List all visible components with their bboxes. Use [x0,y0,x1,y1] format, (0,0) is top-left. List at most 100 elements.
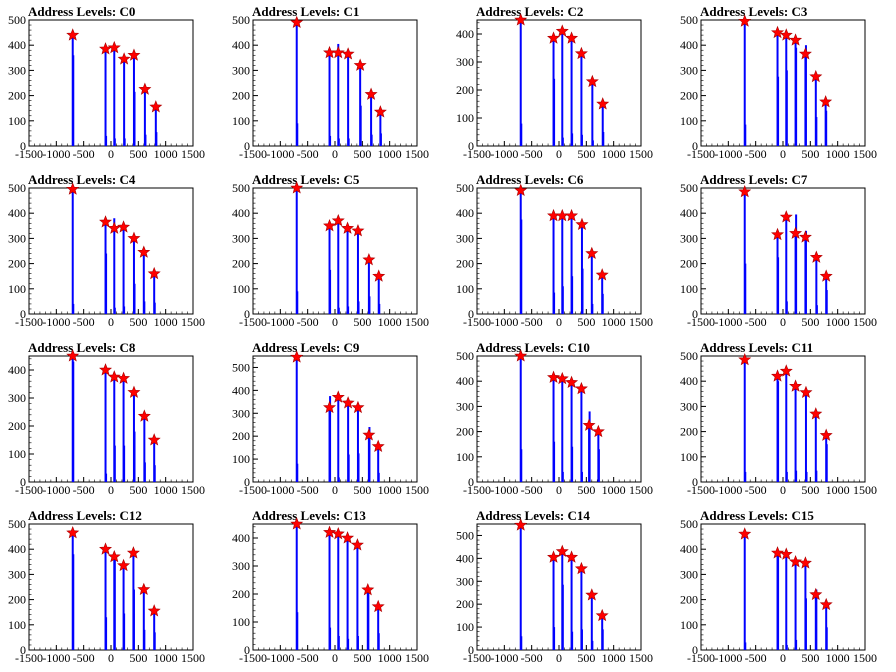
x-tick-label: -1000 [490,147,518,161]
x-tick-label: 0 [780,315,786,329]
x-tick-label: -500 [73,315,95,329]
histogram-bar [804,598,807,650]
chart-panel-3: Address Levels: C30100200300400500-1500-… [680,4,877,161]
histogram-bar [368,296,371,314]
x-tick-label: -1000 [266,651,294,665]
y-tick-label: 500 [8,181,26,195]
histogram-bar [815,589,818,650]
peak-marker [771,25,785,39]
histogram-bar [744,471,747,482]
x-tick-label: 1000 [378,483,402,497]
peak-marker [149,100,163,113]
y-tick-label: 400 [8,206,26,220]
peak-marker [137,582,151,596]
peak-marker [779,364,793,377]
x-tick-label: -1000 [42,315,70,329]
peak-marker [341,531,355,544]
histogram-bar [805,471,808,482]
histogram-bar [561,137,564,146]
histogram-bar [142,254,145,314]
peak-marker [362,252,376,266]
histogram-bar [591,83,594,146]
histogram-bar [520,636,523,650]
x-tick-label: 1000 [826,483,850,497]
histogram-bar [825,627,828,650]
x-tick-label: -1500 [239,147,267,161]
histogram-bar [794,563,797,650]
histogram-bar [777,381,780,482]
peak-marker [798,556,812,569]
x-tick-label: -1000 [266,147,294,161]
x-tick-label: -1500 [239,483,267,497]
y-tick-label: 0 [244,475,250,489]
x-tick-label: -1500 [15,315,43,329]
histogram-bar [580,471,583,482]
peak-marker [117,52,131,65]
x-tick-label: 0 [332,147,338,161]
x-tick-label: 1500 [629,315,653,329]
histogram-bar [570,216,573,314]
histogram-bar [377,277,380,314]
histogram-bar [553,292,556,314]
histogram-bar [552,216,555,314]
histogram-bar [154,108,157,146]
histogram-bar [370,95,373,146]
x-tick-label: -500 [745,315,767,329]
y-tick-label: 0 [692,139,698,153]
peak-marker [66,28,80,41]
histogram-bar [104,371,107,482]
peak-marker [565,31,579,44]
histogram-bar [602,132,605,146]
chart-title: Address Levels: C1 [252,4,359,19]
histogram-bar [143,629,146,650]
peak-marker [117,558,131,572]
x-tick-label: 0 [108,483,114,497]
y-tick-label: 500 [680,13,698,27]
peak-marker [341,396,355,409]
y-tick-label: 400 [8,542,26,556]
x-tick-label: 1000 [154,147,178,161]
histogram-bar [337,138,340,146]
histogram-bar [142,590,145,650]
x-tick-label: -1000 [490,483,518,497]
y-tick-label: 400 [456,551,474,565]
y-tick-label: 200 [232,257,250,271]
x-tick-label: 500 [353,147,371,161]
x-tick-label: -1500 [15,147,43,161]
histogram-bar [815,117,818,146]
y-tick-label: 100 [680,450,698,464]
histogram-bar [104,550,107,650]
x-tick-label: 0 [780,147,786,161]
histogram-bar [113,377,116,482]
x-tick-label: -1500 [687,651,715,665]
peak-marker [819,597,833,611]
y-tick-label: 400 [232,531,250,545]
x-tick-label: -1000 [714,483,742,497]
histogram-bar [132,589,135,650]
x-tick-label: -500 [521,483,543,497]
histogram-bar [133,283,136,314]
peak-marker [771,227,785,241]
peak-marker [575,217,589,231]
x-tick-label: -500 [73,147,95,161]
histogram-bar [72,303,75,314]
histogram-bar [368,427,371,482]
peak-marker [514,13,528,26]
histogram-bar [785,371,788,482]
x-tick-label: 500 [801,315,819,329]
peak-marker [514,349,528,362]
histogram-bar [329,396,332,482]
histogram-bar [553,627,556,650]
histogram-bar [519,20,522,146]
histogram-bar [571,133,574,146]
peak-marker [585,74,599,88]
histogram-bar [132,240,135,314]
y-tick-label: 0 [20,475,26,489]
histogram-bar [153,632,156,650]
y-tick-label: 0 [468,475,474,489]
histogram-bar [804,393,807,482]
x-tick-label: 500 [801,483,819,497]
histogram-bar [561,216,564,314]
peak-marker [585,246,599,260]
x-tick-label: -500 [297,315,319,329]
